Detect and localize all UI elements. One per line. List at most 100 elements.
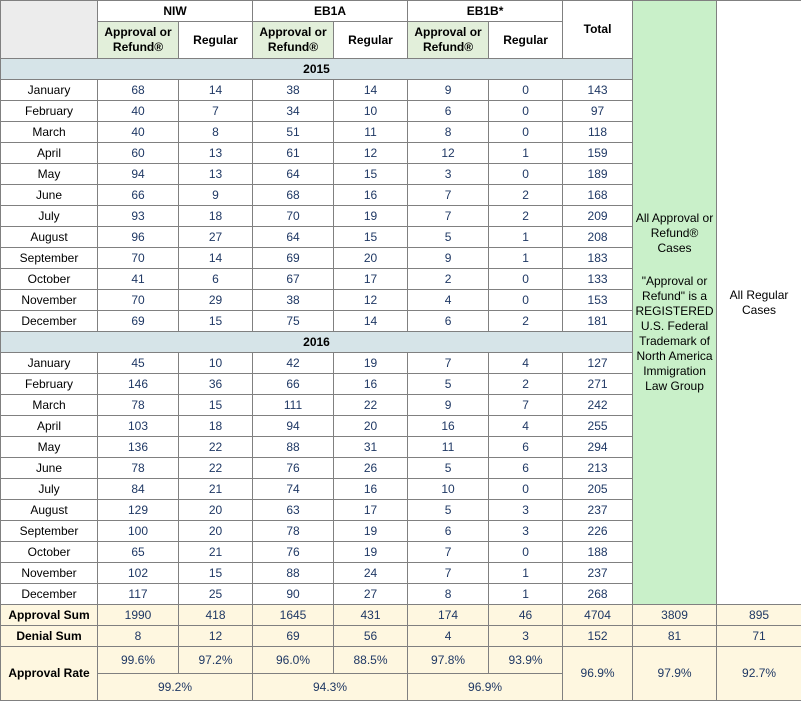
approval-rate-column-value: 96.0% [252, 646, 335, 674]
approval-sum-value: 3809 [632, 604, 718, 626]
value-cell: 94 [252, 415, 335, 437]
value-cell: 69 [252, 247, 335, 269]
value-cell: 1 [488, 562, 564, 584]
value-cell: 15 [333, 163, 409, 185]
row-total-cell: 133 [562, 268, 634, 290]
row-total-cell: 188 [562, 541, 634, 563]
value-cell: 17 [333, 499, 409, 521]
month-cell: August [0, 226, 98, 248]
row-total-cell: 97 [562, 100, 634, 122]
denial-sum-value: 152 [562, 625, 634, 647]
value-cell: 90 [252, 583, 335, 605]
value-cell: 16 [333, 373, 409, 395]
denial-sum-value: 81 [632, 625, 718, 647]
value-cell: 8 [407, 121, 490, 143]
value-cell: 70 [252, 205, 335, 227]
row-total-cell: 208 [562, 226, 634, 248]
row-total-cell: 189 [562, 163, 634, 185]
approval-rate-all-regular: 92.7% [716, 646, 801, 701]
row-total-cell: 237 [562, 562, 634, 584]
value-cell: 17 [333, 268, 409, 290]
value-cell: 9 [177, 184, 254, 206]
month-cell: June [0, 457, 98, 479]
denial-sum-label: Denial Sum [0, 625, 98, 647]
value-cell: 3 [488, 520, 564, 542]
value-cell: 18 [177, 415, 254, 437]
value-cell: 102 [97, 562, 179, 584]
value-cell: 26 [333, 457, 409, 479]
value-cell: 68 [97, 79, 179, 101]
approval-rate-group-value: 96.9% [407, 673, 564, 701]
value-cell: 10 [333, 100, 409, 122]
value-cell: 14 [333, 79, 409, 101]
value-cell: 76 [252, 457, 335, 479]
row-total-cell: 181 [562, 310, 634, 332]
value-cell: 29 [177, 289, 254, 311]
value-cell: 4 [488, 352, 564, 374]
value-cell: 66 [252, 373, 335, 395]
value-cell: 5 [407, 499, 490, 521]
value-cell: 19 [333, 541, 409, 563]
month-cell: September [0, 247, 98, 269]
row-total-cell: 255 [562, 415, 634, 437]
all-approval-refund-cases-note: All Approval or Refund® Cases "Approval o… [632, 0, 718, 605]
value-cell: 6 [407, 310, 490, 332]
corner-cell [0, 0, 98, 59]
month-cell: December [0, 583, 98, 605]
approval-rate-total: 96.9% [562, 646, 634, 701]
month-cell: April [0, 415, 98, 437]
value-cell: 2 [488, 184, 564, 206]
row-total-cell: 153 [562, 289, 634, 311]
value-cell: 78 [252, 520, 335, 542]
month-cell: January [0, 352, 98, 374]
row-total-cell: 237 [562, 499, 634, 521]
value-cell: 11 [407, 436, 490, 458]
approval-sum-value: 1990 [97, 604, 179, 626]
regular-header: Regular [177, 21, 254, 59]
approval-or-refund-header: Approval or Refund® [97, 21, 179, 59]
value-cell: 103 [97, 415, 179, 437]
value-cell: 146 [97, 373, 179, 395]
approval-rate-group-value: 99.2% [96, 673, 254, 701]
value-cell: 4 [488, 415, 564, 437]
value-cell: 10 [177, 352, 254, 374]
row-total-cell: 168 [562, 184, 634, 206]
approval-sum-value: 174 [407, 604, 490, 626]
approval-sum-value: 418 [177, 604, 254, 626]
value-cell: 63 [252, 499, 335, 521]
month-cell: April [0, 142, 98, 164]
value-cell: 21 [177, 541, 254, 563]
value-cell: 1 [488, 226, 564, 248]
month-cell: January [0, 79, 98, 101]
month-cell: July [0, 478, 98, 500]
value-cell: 16 [333, 478, 409, 500]
approval-sum-value: 895 [716, 604, 801, 626]
year-header-2015: 2015 [0, 58, 634, 80]
approval-rate-label: Approval Rate [0, 646, 98, 701]
value-cell: 66 [97, 184, 179, 206]
month-cell: October [0, 268, 98, 290]
value-cell: 38 [252, 79, 335, 101]
value-cell: 0 [488, 121, 564, 143]
approval-or-refund-header: Approval or Refund® [252, 21, 335, 59]
approval-sum-value: 431 [333, 604, 409, 626]
value-cell: 7 [177, 100, 254, 122]
value-cell: 61 [252, 142, 335, 164]
value-cell: 0 [488, 163, 564, 185]
value-cell: 5 [407, 457, 490, 479]
row-total-cell: 226 [562, 520, 634, 542]
row-total-cell: 205 [562, 478, 634, 500]
value-cell: 14 [177, 79, 254, 101]
approval-rate-group-value: 94.3% [252, 673, 409, 701]
month-cell: August [0, 499, 98, 521]
value-cell: 22 [177, 436, 254, 458]
value-cell: 0 [488, 541, 564, 563]
approval-rate-column-value: 99.6% [97, 646, 179, 674]
value-cell: 16 [407, 415, 490, 437]
total-column-header: Total [562, 0, 634, 59]
value-cell: 0 [488, 289, 564, 311]
value-cell: 78 [97, 457, 179, 479]
value-cell: 12 [333, 142, 409, 164]
